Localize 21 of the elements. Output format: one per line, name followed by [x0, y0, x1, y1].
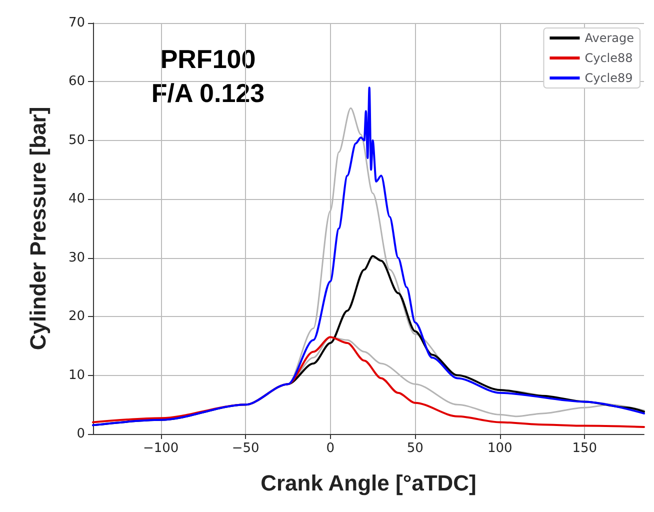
- legend-label: Cycle88: [584, 51, 633, 65]
- annotation: PRF100: [160, 44, 256, 74]
- x-tick-label: 50: [406, 441, 424, 456]
- y-tick-label: 50: [68, 132, 85, 148]
- x-tick-label: −100: [142, 441, 179, 456]
- y-tick-label: 30: [68, 250, 85, 266]
- x-tick-label: 0: [326, 441, 334, 456]
- legend-label: Average: [584, 31, 634, 45]
- legend-label: Cycle89: [584, 71, 633, 85]
- y-tick-label: 20: [68, 309, 85, 324]
- annotation: F/A 0.123: [151, 78, 265, 108]
- y-axis-title: Cylinder Pressure [bar]: [26, 106, 50, 350]
- x-tick-label: 150: [572, 441, 598, 456]
- x-axis-title: Crank Angle [°aTDC]: [260, 470, 476, 496]
- y-tick-label: 10: [68, 368, 85, 383]
- y-tick-label: 70: [68, 16, 85, 30]
- y-tick-label: 60: [68, 74, 85, 90]
- y-tick-label: 0: [76, 426, 85, 442]
- y-tick-label: 40: [68, 192, 85, 207]
- x-tick-label: 100: [487, 441, 512, 456]
- x-tick-label: −50: [232, 441, 260, 456]
